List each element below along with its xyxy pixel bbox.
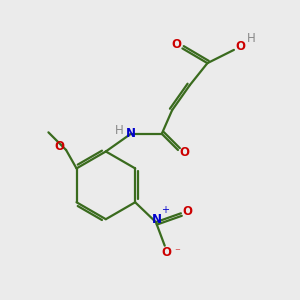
Text: +: + [161,205,169,215]
Text: O: O [236,40,245,53]
Text: O: O [179,146,190,159]
Text: N: N [126,127,136,140]
Text: O: O [55,140,64,153]
Text: ⁻: ⁻ [174,247,180,257]
Text: H: H [247,32,256,45]
Text: O: O [171,38,181,51]
Text: O: O [161,246,171,259]
Text: N: N [152,213,162,226]
Text: H: H [115,124,124,137]
Text: O: O [182,205,192,218]
